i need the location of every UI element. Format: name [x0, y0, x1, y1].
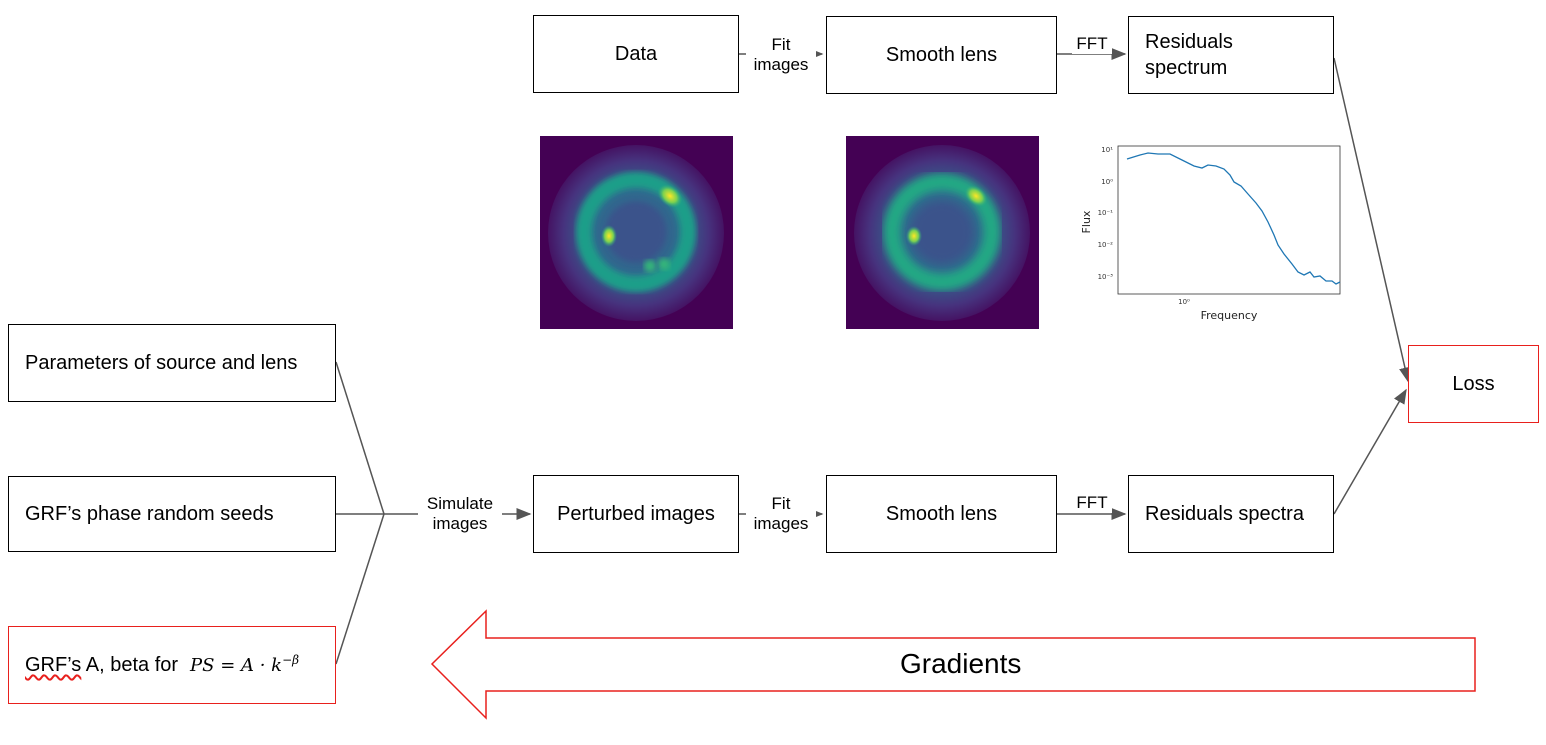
- grf-label-prefix: GRF’s: [25, 654, 82, 676]
- residuals-spectra-label: Residuals spectra: [1145, 503, 1304, 525]
- edge-residuals-to-loss: [1333, 57, 1411, 383]
- fft-top-label: FFT: [1072, 34, 1112, 55]
- residuals-spectrum-label: Residuals spectrum: [1145, 31, 1233, 79]
- smooth-lens-top-label: Smooth lens: [885, 44, 998, 66]
- grf-params-box: GRF’s A, beta for PS = A · k−β: [8, 626, 336, 704]
- data-label: Data: [614, 43, 658, 65]
- edge-spectra-to-loss: [1333, 388, 1407, 515]
- smooth-lens-top-box: Smooth lens: [826, 16, 1057, 94]
- plot-xlabel: Frequency: [1201, 309, 1258, 322]
- phase-seeds-box: GRF’s phase random seeds: [8, 476, 336, 552]
- loss-box: Loss: [1408, 345, 1539, 423]
- residuals-spectrum-box: Residuals spectrum: [1128, 16, 1334, 94]
- data-box: Data: [533, 15, 739, 93]
- equation-body: PS = A · k: [190, 654, 283, 676]
- data-lens-image: [540, 136, 733, 329]
- smooth-lens-image: [846, 136, 1039, 329]
- residuals-spectra-box: Residuals spectra: [1128, 475, 1334, 553]
- loss-label: Loss: [1452, 373, 1495, 395]
- ytick-3: 10⁻¹: [1098, 209, 1114, 217]
- xtick-1: 10⁰: [1178, 298, 1190, 306]
- ytick-1: 10¹: [1101, 146, 1113, 154]
- fit-images-bottom-label: Fit images: [746, 494, 816, 535]
- equation-exponent: −β: [282, 652, 300, 667]
- edge-params-merge: [335, 361, 385, 515]
- plot-ylabel: Flux: [1080, 210, 1093, 233]
- gradients-label: Gradients: [900, 648, 1022, 679]
- power-spectrum-equation: PS = A · k−β: [190, 653, 299, 677]
- smooth-lens-bottom-box: Smooth lens: [826, 475, 1057, 553]
- phase-seeds-label: GRF’s phase random seeds: [25, 503, 274, 525]
- perturbed-images-label: Perturbed images: [557, 503, 715, 525]
- ytick-2: 10⁰: [1101, 178, 1113, 186]
- spectrum-line: [1126, 152, 1341, 285]
- ytick-5: 10⁻³: [1098, 273, 1114, 281]
- spectrum-plot: 10¹ 10⁰ 10⁻¹ 10⁻² 10⁻³ 10⁰ Frequency Flu…: [1080, 145, 1341, 322]
- simulate-images-label: Simulate images: [418, 494, 502, 535]
- grf-label-rest: A, beta for: [81, 654, 179, 676]
- edge-grf-merge: [335, 513, 385, 665]
- smooth-lens-bottom-label: Smooth lens: [885, 503, 998, 525]
- parameters-box: Parameters of source and lens: [8, 324, 336, 402]
- plot-frame: [1117, 145, 1341, 295]
- fit-images-top-label: Fit images: [746, 35, 816, 76]
- fft-bottom-label: FFT: [1072, 493, 1112, 514]
- gradients-arrow: [430, 609, 1476, 720]
- ytick-4: 10⁻²: [1098, 241, 1114, 249]
- perturbed-images-box: Perturbed images: [533, 475, 739, 553]
- parameters-label: Parameters of source and lens: [25, 352, 298, 374]
